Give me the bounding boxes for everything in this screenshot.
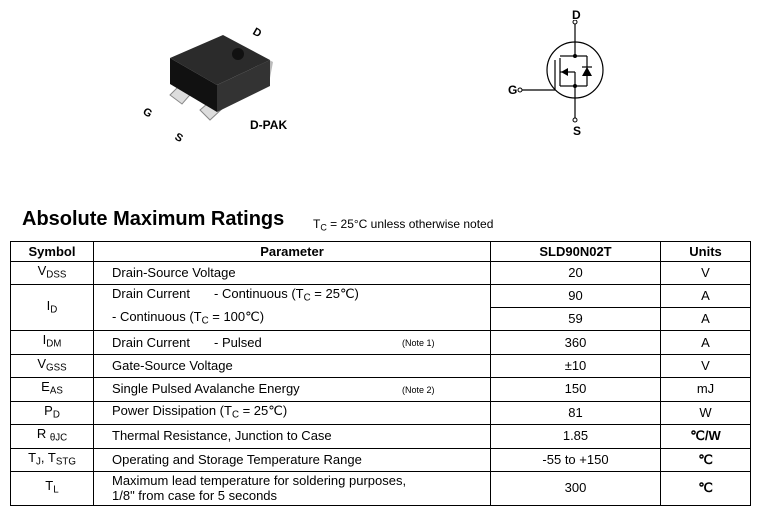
schematic-pin-s: S [573, 124, 582, 138]
table-row: - Continuous (TC = 100℃) 59 A [11, 307, 751, 332]
header-value: SLD90N02T [490, 241, 661, 262]
table-row: VGSS Gate-Source Voltage ±10 V [10, 353, 751, 379]
table-header: Symbol Parameter SLD90N02T Units [10, 241, 751, 262]
schematic-pin-g: G [508, 83, 518, 97]
table-row: R θJC Thermal Resistance, Junction to Ca… [10, 424, 751, 449]
table-row: VDSS Drain-Source Voltage 20 V [10, 260, 751, 286]
ratings-table: Symbol Parameter SLD90N02T Units VDSS Dr… [10, 241, 751, 506]
table-row: TL Maximum lead temperature for solderin… [10, 470, 751, 506]
table-row: IDM Drain Current - Pulsed (Note 1) 360 A [10, 330, 751, 355]
schematic-pin-d: D [572, 8, 581, 22]
mosfet-schematic [517, 20, 604, 123]
header-parameter: Parameter [93, 241, 491, 262]
dpak-package-image [169, 35, 273, 121]
table-row: EAS Single Pulsed Avalanche Energy (Note … [10, 377, 751, 402]
section-title: Absolute Maximum Ratings [22, 208, 285, 230]
table-row: ID Drain Current - Continuous (TC = 25℃) … [10, 284, 751, 332]
header-symbol: Symbol [10, 241, 94, 262]
table-row: PD Power Dissipation (TC = 25℃) 81 W [10, 400, 751, 426]
condition-note: TC = 25°C unless otherwise noted [313, 217, 494, 233]
table-row: TJ, TSTG Operating and Storage Temperatu… [10, 447, 751, 472]
header-units: Units [660, 241, 751, 262]
package-label: D-PAK [250, 118, 288, 132]
